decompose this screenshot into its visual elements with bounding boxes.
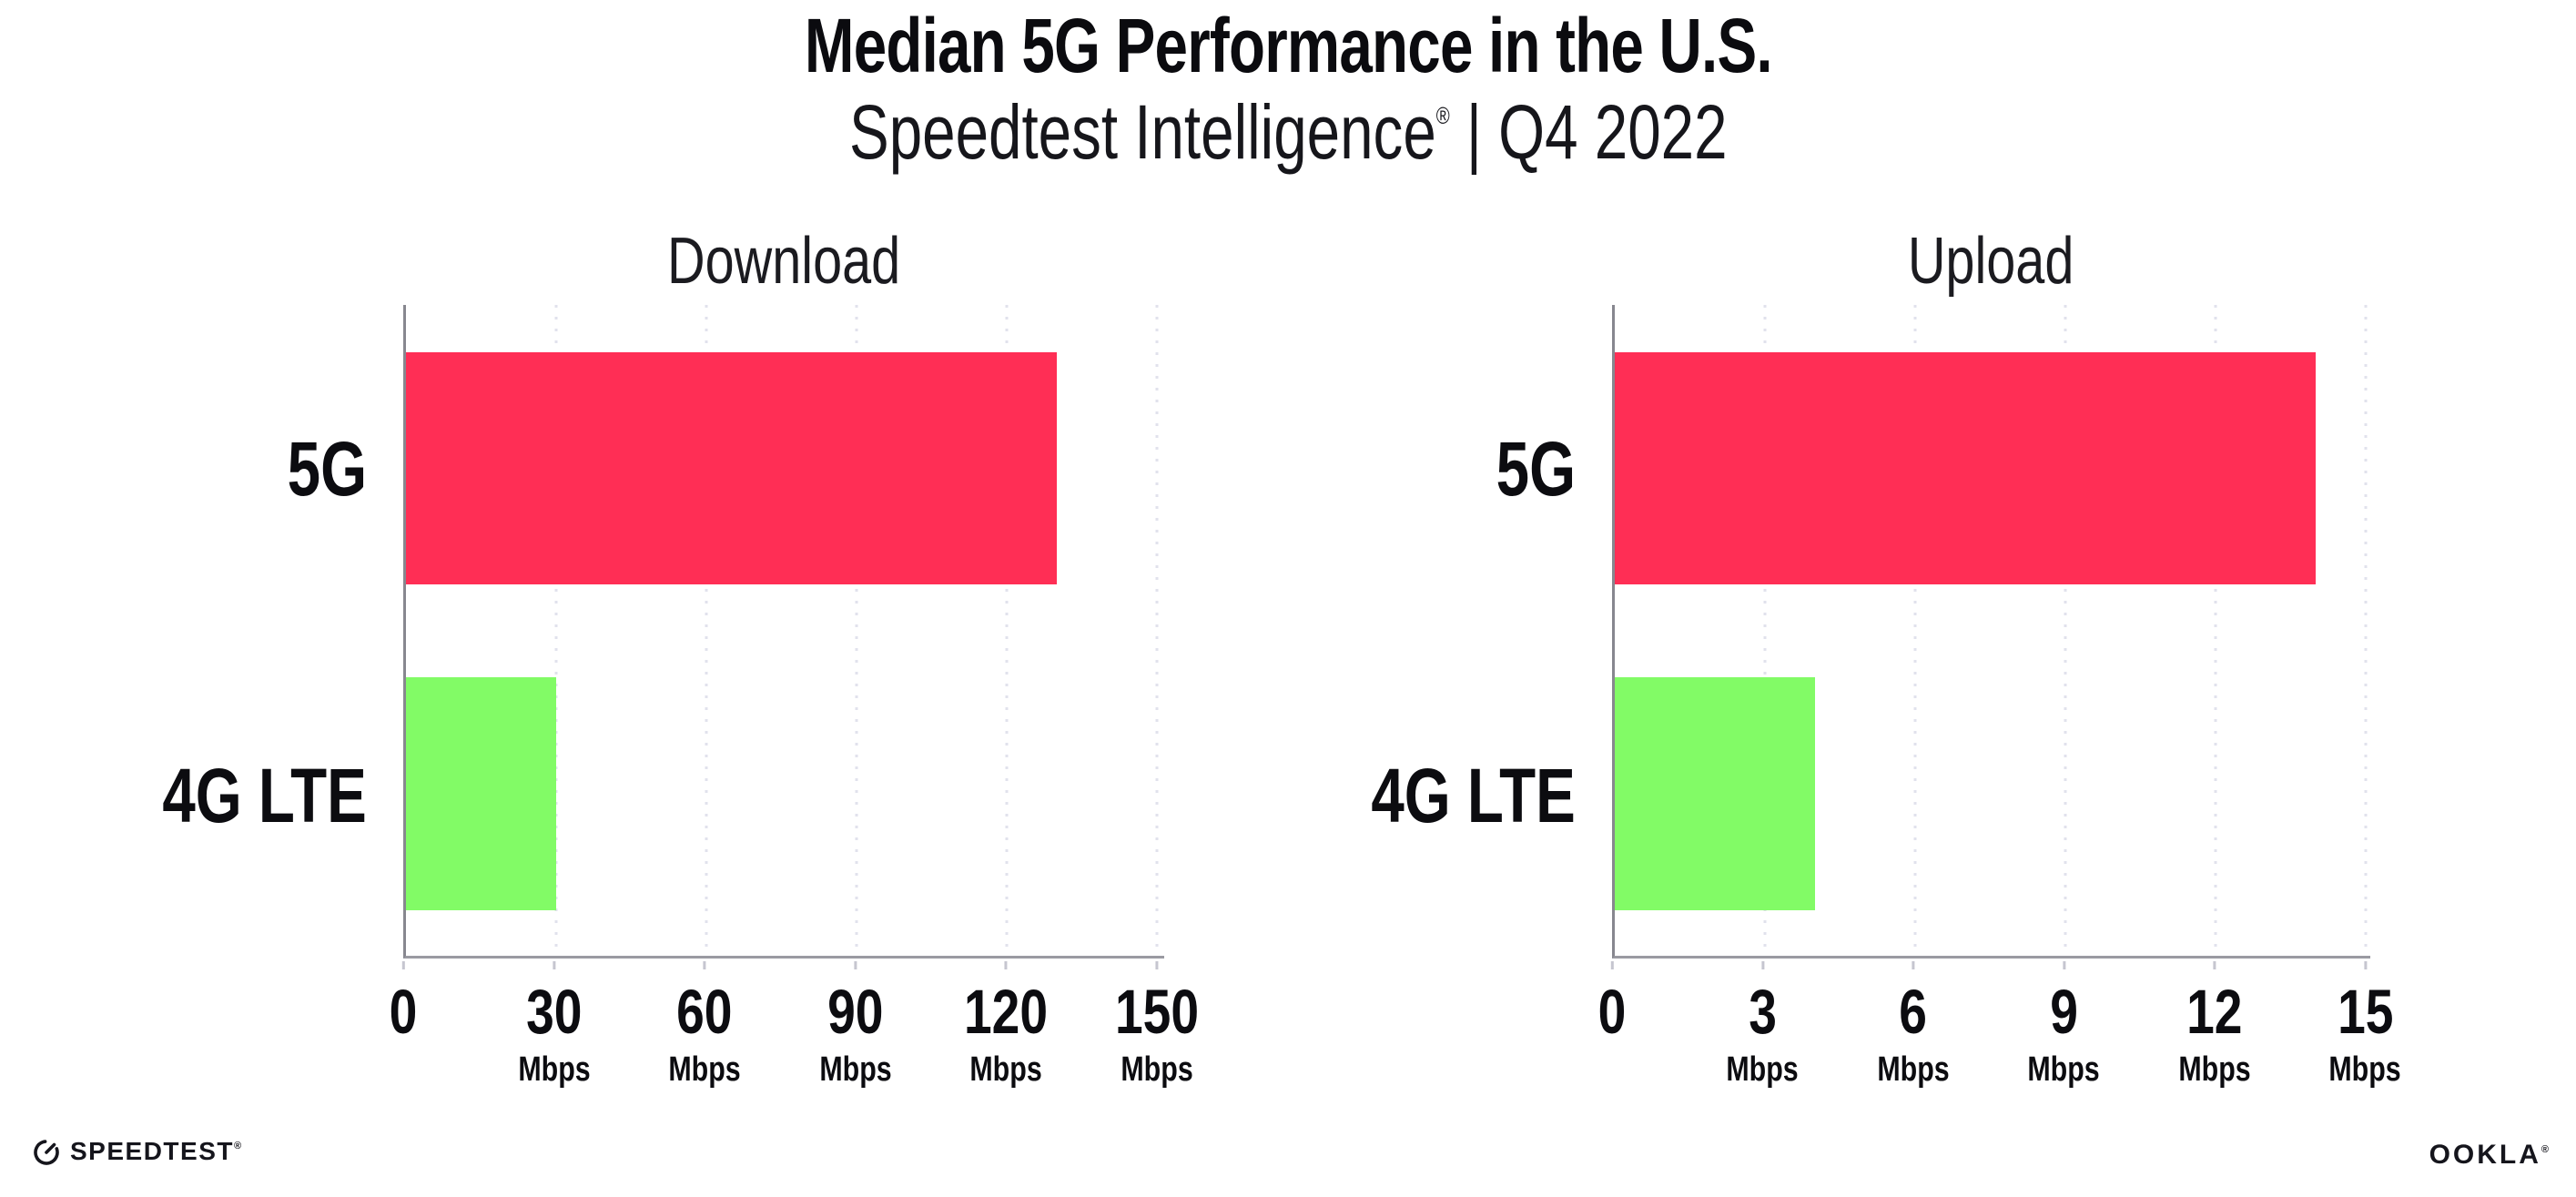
x-tick-0: 0 [386, 961, 421, 1043]
x-tick-value: 0 [389, 977, 418, 1047]
category-label-5g: 5G [1496, 426, 1576, 512]
download-chart: Download 0 30 Mbps 60 Mbps 90 Mbps 120 Mbps 150 Mb… [163, 228, 1199, 1087]
gridline-150 [1155, 305, 1159, 956]
x-tick-value: 15 [2337, 977, 2394, 1047]
x-tick-30: 30 Mbps [509, 961, 599, 1087]
x-tick-value: 60 [676, 977, 733, 1047]
registered-mark-icon: ® [233, 1141, 242, 1151]
category-label-4g-lte: 4G LTE [1371, 753, 1576, 839]
tick-mark [1912, 961, 1915, 969]
ookla-logo: OOKLA® [2429, 1141, 2549, 1169]
tick-mark [401, 961, 405, 969]
upload-plot-area [1612, 305, 2370, 959]
tick-mark [553, 961, 556, 969]
subtitle-period: | Q4 2022 [1449, 89, 1728, 175]
speedtest-gauge-icon [31, 1136, 62, 1167]
gridline-30 [554, 305, 558, 956]
tick-mark [2213, 961, 2216, 969]
page-subtitle: Speedtest Intelligence® | Q4 2022 [0, 94, 2576, 170]
x-tick-15: 15 Mbps [2320, 961, 2410, 1087]
x-tick-120: 120 Mbps [954, 961, 1059, 1087]
x-tick-unit: Mbps [1726, 1050, 1800, 1089]
upload-chart: Upload 0 3 Mbps 6 Mbps 9 Mbps 12 Mbps 15 Mbps 5G 4G… [1372, 228, 2402, 1087]
x-tick-unit: Mbps [517, 1050, 591, 1089]
x-tick-3: 3 Mbps [1718, 961, 1808, 1087]
x-tick-unit: Mbps [1877, 1050, 1950, 1089]
bar-5g [1615, 351, 2316, 585]
x-tick-value: 90 [827, 977, 884, 1047]
x-tick-value: 3 [1749, 977, 1777, 1047]
speedtest-logo: SPEEDTEST® [31, 1136, 241, 1167]
registered-mark-icon: ® [2541, 1144, 2549, 1155]
ookla-wordmark: OOKLA [2429, 1140, 2541, 1170]
bar-5g [406, 351, 1057, 585]
bar-4g-lte [406, 677, 556, 910]
x-tick-unit: Mbps [969, 1050, 1042, 1089]
x-tick-unit: Mbps [2027, 1050, 2101, 1089]
tick-mark [703, 961, 706, 969]
x-tick-unit: Mbps [818, 1050, 892, 1089]
gridline-120 [1005, 305, 1009, 956]
x-tick-unit: Mbps [2328, 1050, 2402, 1089]
x-tick-value: 9 [2050, 977, 2078, 1047]
x-tick-unit: Mbps [1121, 1050, 1193, 1089]
x-tick-60: 60 Mbps [659, 961, 749, 1087]
gridline-3 [1763, 305, 1767, 956]
tick-mark [2062, 961, 2065, 969]
gridline-60 [705, 305, 708, 956]
bar-4g-lte [1615, 677, 1815, 910]
tick-mark [2363, 961, 2367, 969]
gridline-90 [855, 305, 858, 956]
x-tick-value: 120 [964, 977, 1049, 1047]
category-label-5g: 5G [287, 426, 367, 512]
upload-x-axis-labels: 0 3 Mbps 6 Mbps 9 Mbps 12 Mbps 15 Mbps [1598, 961, 2401, 1116]
gridline-12 [2214, 305, 2217, 956]
x-tick-value: 30 [525, 977, 583, 1047]
x-tick-value: 0 [1597, 977, 1627, 1047]
x-tick-90: 90 Mbps [810, 961, 900, 1087]
x-tick-12: 12 Mbps [2169, 961, 2259, 1087]
download-chart-title: Download [666, 225, 901, 298]
x-tick-unit: Mbps [2178, 1050, 2251, 1089]
tick-mark [1004, 961, 1008, 969]
x-tick-value: 6 [1899, 977, 1928, 1047]
gridline-9 [2064, 305, 2067, 956]
x-tick-0: 0 [1595, 961, 1629, 1043]
upload-chart-title: Upload [1908, 225, 2074, 298]
x-tick-9: 9 Mbps [2019, 961, 2109, 1087]
x-tick-6: 6 Mbps [1868, 961, 1958, 1087]
tick-mark [1155, 961, 1159, 969]
tick-mark [1760, 961, 1764, 969]
speedtest-wordmark: SPEEDTEST® [70, 1137, 242, 1165]
gridline-15 [2364, 305, 2367, 956]
category-label-4g-lte: 4G LTE [162, 753, 367, 839]
subtitle-brand: Speedtest Intelligence [848, 89, 1436, 175]
registered-mark-icon: ® [1435, 102, 1450, 129]
download-plot-area [403, 305, 1164, 959]
page-title-text: Median 5G Performance in the U.S. [804, 3, 1773, 88]
x-tick-unit: Mbps [668, 1050, 741, 1089]
gridline-6 [1913, 305, 1917, 956]
x-tick-value: 12 [2186, 977, 2243, 1047]
page-subtitle-text: Speedtest Intelligence® | Q4 2022 [849, 94, 1727, 170]
tick-mark [854, 961, 857, 969]
page-title: Median 5G Performance in the U.S. [0, 7, 2576, 84]
x-tick-150: 150 Mbps [1104, 961, 1209, 1087]
download-x-axis-labels: 0 30 Mbps 60 Mbps 90 Mbps 120 Mbps 150 Mbps [390, 961, 1199, 1116]
tick-mark [1610, 961, 1614, 969]
x-tick-value: 150 [1114, 977, 1199, 1047]
